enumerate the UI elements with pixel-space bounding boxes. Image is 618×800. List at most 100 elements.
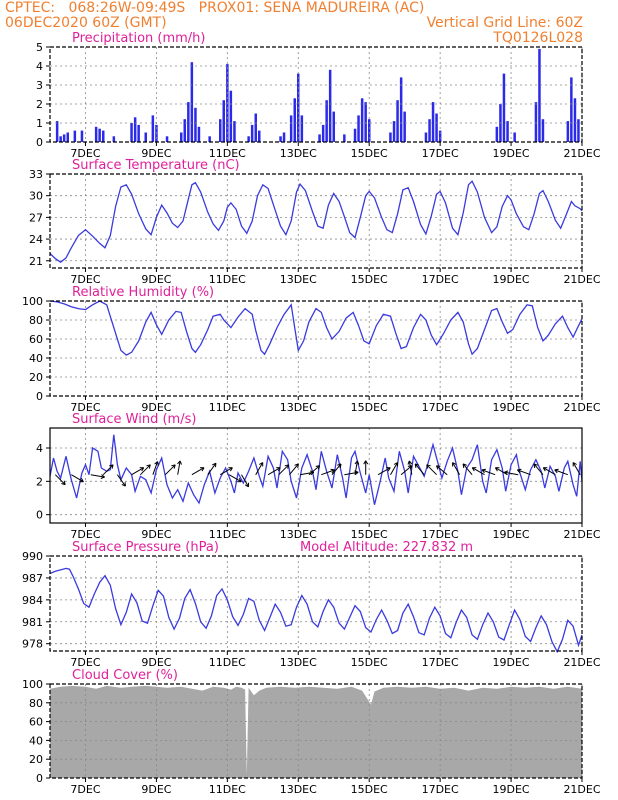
wind-arrow [426, 464, 437, 476]
precip-bar [360, 98, 364, 142]
y-tick-label: 0 [36, 136, 43, 149]
precip-bar [222, 100, 225, 142]
precip-bar [368, 119, 371, 142]
x-tick-label: 19DEC [493, 528, 530, 541]
precip-bar [321, 124, 325, 142]
wind-arrow [504, 470, 519, 476]
x-tick-label: 11DEC [209, 783, 246, 796]
precip-bar [180, 132, 183, 142]
precip-bar [428, 119, 431, 142]
x-tick-label: 7DEC [70, 656, 100, 669]
precip-bar [573, 98, 577, 142]
wind-arrow [572, 462, 581, 475]
series-line [49, 434, 583, 505]
x-tick-label: 7DEC [70, 401, 100, 414]
x-tick-label: 7DEC [70, 528, 100, 541]
precip-bar [534, 102, 538, 142]
wind-arrow [207, 462, 217, 475]
x-tick-label: 11DEC [209, 147, 246, 160]
wind-arrow [116, 474, 126, 487]
header-model-id: TQ0126L028 [493, 30, 583, 46]
precip-bar [194, 107, 197, 142]
panel-5 [46, 683, 583, 782]
precip-bar [190, 62, 194, 143]
x-tick-label: 19DEC [493, 273, 530, 286]
panel-4 [46, 555, 583, 655]
precip-bar [233, 121, 236, 142]
x-tick-label: 7DEC [70, 147, 100, 160]
precip-bar [165, 136, 169, 142]
precip-bar [328, 69, 332, 142]
wind-arrow [228, 474, 242, 483]
y-tick-label: 4 [36, 442, 43, 455]
wind-arrow [471, 467, 485, 476]
wind-arrow [533, 463, 544, 476]
precip-bar [183, 119, 186, 142]
y-tick-label: 100 [22, 678, 43, 691]
panel-frame [49, 683, 583, 779]
y-tick-label: 0 [36, 509, 43, 522]
x-tick-label: 11DEC [209, 528, 246, 541]
y-tick-label: 0 [36, 390, 43, 403]
precip-bar [403, 111, 406, 142]
precip-bar [343, 134, 346, 142]
precip-bar [424, 132, 428, 142]
wind-arrow [191, 467, 205, 476]
x-tick-label: 11DEC [209, 401, 246, 414]
panel-frame [49, 46, 583, 143]
precip-bar [293, 98, 296, 142]
precip-bar [59, 136, 62, 142]
header-location-line: CPTEC: 068:26W-09:49S PROX01: SENA MADUR… [5, 0, 425, 16]
wind-arrow [363, 460, 369, 475]
y-tick-label: 21 [29, 255, 43, 268]
precip-bar [495, 126, 499, 142]
precip-bar [208, 136, 211, 142]
y-tick-label: 27 [29, 211, 43, 224]
precip-bar [502, 73, 506, 142]
x-tick-label: 17DEC [422, 147, 459, 160]
wind-arrow [308, 465, 321, 476]
wind-arrow [354, 460, 360, 475]
panel-3 [46, 427, 583, 527]
x-tick-label: 15DEC [351, 656, 388, 669]
wind-arrow [344, 470, 359, 476]
panel-2 [46, 300, 583, 400]
x-tick-label: 15DEC [351, 783, 388, 796]
y-tick-label: 2 [36, 475, 43, 488]
precip-bar [399, 77, 403, 142]
panel-title: Surface Wind (m/s) [72, 412, 196, 427]
x-tick-label: 7DEC [70, 273, 100, 286]
precip-bar [229, 90, 233, 142]
y-tick-label: 100 [22, 295, 43, 308]
precip-bar [254, 113, 257, 142]
x-tick-label: 19DEC [493, 783, 530, 796]
wind-arrow [377, 467, 391, 476]
precip-bar [144, 132, 147, 142]
precip-bar [250, 124, 254, 142]
panel-title: Surface Temperature (nC) [72, 158, 240, 173]
y-tick-label: 978 [22, 638, 43, 651]
precip-bar [80, 130, 84, 142]
precip-bar [392, 121, 396, 142]
precip-bar [364, 102, 367, 142]
x-tick-label: 9DEC [141, 783, 171, 796]
x-tick-label: 17DEC [422, 401, 459, 414]
panel-title: Cloud Cover (%) [72, 668, 178, 683]
x-tick-label: 13DEC [280, 273, 317, 286]
panel-title: Precipitation (mm/h) [72, 31, 205, 46]
precip-bar [396, 100, 399, 142]
wind-arrow [462, 463, 473, 476]
wind-arrow [241, 474, 249, 488]
x-tick-label: 9DEC [141, 528, 171, 541]
x-tick-label: 21DEC [563, 656, 600, 669]
wind-arrow [255, 462, 264, 475]
y-tick-label: 20 [29, 371, 43, 384]
x-tick-label: 13DEC [280, 783, 317, 796]
precip-bar [151, 115, 155, 142]
precip-bar [73, 130, 77, 142]
precip-bar [219, 119, 222, 142]
x-tick-label: 19DEC [493, 147, 530, 160]
precip-bar [133, 117, 137, 142]
precip-bar [435, 113, 438, 142]
